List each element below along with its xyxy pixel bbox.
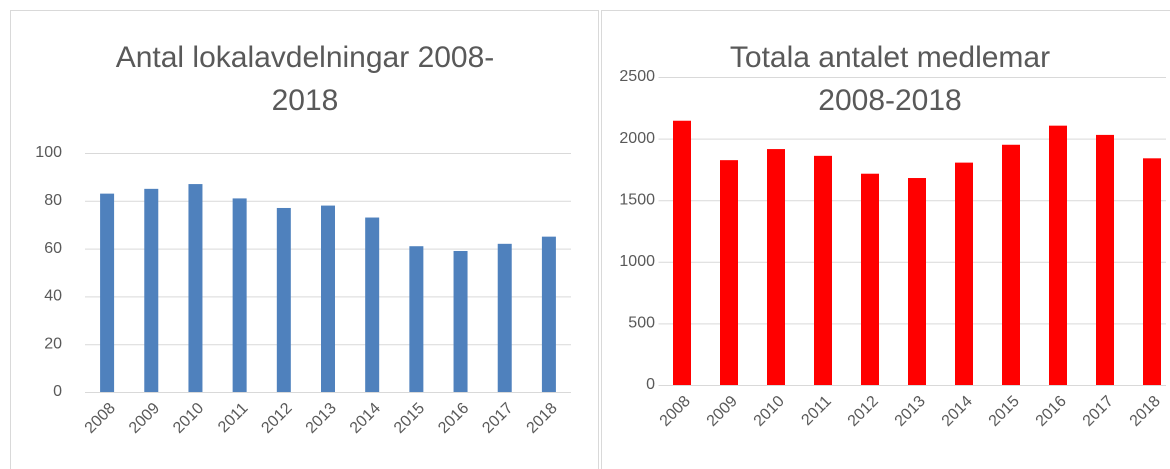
bar [1002,144,1020,385]
x-tick-label: 2011 [798,393,834,429]
x-tick-label: 2011 [215,400,251,436]
chart-frame [10,10,599,469]
bar [188,184,203,392]
y-tick-label: 80 [44,192,62,209]
x-tick-label: 2014 [939,393,976,430]
bar [232,198,247,392]
y-tick-label: 100 [35,144,62,161]
x-tick-label: 2017 [479,400,516,437]
x-tick-label: 2012 [845,393,882,430]
bar [1096,134,1114,385]
bar [276,207,291,392]
bar [720,160,738,385]
x-tick-label: 2017 [1080,393,1117,430]
x-tick-label: 2018 [524,400,561,437]
bar [541,236,556,392]
y-tick-label: 40 [44,288,62,305]
bar [861,173,879,385]
y-tick-label: 0 [53,383,62,400]
y-tick-label: 1000 [619,253,655,270]
bar [100,193,115,392]
x-tick-label: 2010 [751,393,788,430]
x-tick-label: 2010 [170,400,207,437]
x-tick-label: 2018 [1127,393,1164,430]
y-tick-label: 20 [44,335,62,352]
bar [453,250,468,392]
x-tick-label: 2014 [347,400,384,437]
x-tick-label: 2016 [1033,393,1070,430]
y-tick-label: 2500 [619,68,655,85]
x-tick-label: 2012 [258,400,295,437]
x-tick-label: 2013 [892,393,929,430]
x-tick-label: 2015 [986,393,1023,430]
x-tick-label: 2013 [303,400,340,437]
x-tick-label: 2015 [391,400,428,437]
bar [1143,158,1161,385]
bar [365,217,380,392]
chart-frame [601,10,1170,469]
bar [1049,125,1067,385]
x-tick-label: 2016 [435,400,472,437]
y-tick-label: 60 [44,240,62,257]
x-tick-label: 2008 [657,393,694,430]
x-tick-label: 2008 [82,400,119,437]
chart-title: Totala antalet medlemar 2008-2018 [729,41,1051,117]
y-tick-label: 0 [646,376,655,393]
bar [673,120,691,386]
bar [814,155,832,385]
y-tick-label: 1500 [619,191,655,208]
y-tick-label: 2000 [619,130,655,147]
x-tick-label: 2009 [126,400,163,437]
bar [955,162,973,385]
bar [497,243,512,392]
bar [908,178,926,385]
bar [409,246,424,392]
bar [767,149,785,385]
chart-title: Antal lokalavdelningar 2008-2018 [115,41,495,117]
x-tick-label: 2009 [704,393,741,430]
bar [144,188,159,392]
y-tick-label: 500 [628,315,655,332]
bar [321,205,335,392]
